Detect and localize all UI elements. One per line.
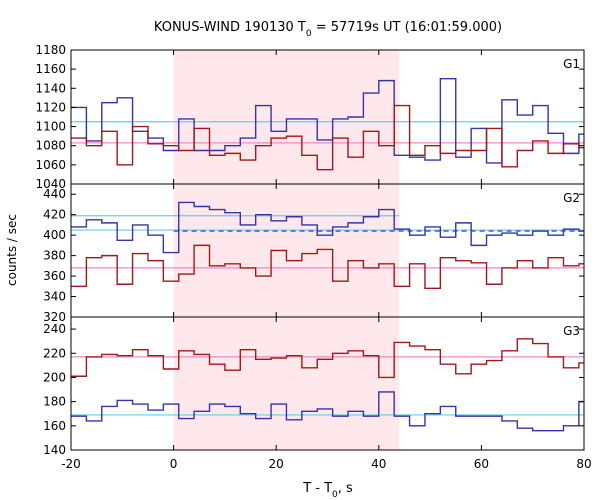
panel-frame bbox=[70, 316, 585, 451]
series-blue-step bbox=[71, 78, 584, 164]
shaded-interval bbox=[173, 317, 400, 450]
y-tick-label: 220 bbox=[43, 346, 66, 360]
y-tick-label: 160 bbox=[43, 419, 66, 433]
y-tick-label: 380 bbox=[43, 249, 66, 263]
y-tick-label: 140 bbox=[43, 443, 66, 457]
y-tick-label: 420 bbox=[43, 208, 66, 222]
panel-g1: 1040 1060 1080 1100 1120 1140 1160 1180 G1 bbox=[35, 43, 585, 191]
panel-g2: 320 340 360 380 400 420 440 G2 bbox=[43, 183, 585, 324]
series-red-step bbox=[71, 244, 584, 290]
x-tick-label: 20 bbox=[269, 457, 284, 471]
y-tick-label: 200 bbox=[43, 370, 66, 384]
y-tick-label: 1100 bbox=[35, 120, 66, 134]
y-axis-label: counts / sec bbox=[5, 214, 19, 286]
x-axis-label: T - T0, s bbox=[302, 481, 353, 500]
x-tick-label: 40 bbox=[371, 457, 386, 471]
x-tick-label: -20 bbox=[61, 457, 81, 471]
y-tick-label: 360 bbox=[43, 269, 66, 283]
y-tick-label: 180 bbox=[43, 395, 66, 409]
y-tick-label: 400 bbox=[43, 228, 66, 242]
y-tick-label: 1060 bbox=[35, 158, 66, 172]
y-tick-label: 1140 bbox=[35, 81, 66, 95]
panels-group: 1040 1060 1080 1100 1120 1140 1160 1180 G1 320 340… bbox=[35, 43, 591, 471]
y-tick-label: 320 bbox=[43, 310, 66, 324]
chart-title: KONUS-WIND 190130 T0 = 57719s UT (16:01:… bbox=[154, 20, 502, 39]
y-tick-label: 1120 bbox=[35, 100, 66, 114]
shaded-interval bbox=[173, 50, 400, 184]
x-tick-label: 0 bbox=[170, 457, 178, 471]
y-tick-label: 240 bbox=[43, 322, 66, 336]
panel-label: G3 bbox=[563, 324, 580, 338]
x-tick-label: 60 bbox=[474, 457, 489, 471]
y-tick-label: 340 bbox=[43, 290, 66, 304]
y-tick-label: 1160 bbox=[35, 62, 66, 76]
y-tick-label: 1040 bbox=[35, 177, 66, 191]
panel-label: G2 bbox=[563, 191, 580, 205]
series-blue-step bbox=[71, 391, 584, 432]
x-tick-label: 80 bbox=[576, 457, 591, 471]
panel-g3: 140 160 180 200 220 240 -20 0 20 40 60 80 G3 bbox=[43, 316, 592, 471]
y-tick-label: 440 bbox=[43, 187, 66, 201]
series-red-step bbox=[71, 104, 584, 171]
y-tick-label: 1080 bbox=[35, 139, 66, 153]
series-blue-step bbox=[71, 201, 584, 254]
y-tick-label: 1180 bbox=[35, 43, 66, 57]
panel-label: G1 bbox=[563, 57, 580, 71]
series-red-step bbox=[71, 338, 584, 379]
